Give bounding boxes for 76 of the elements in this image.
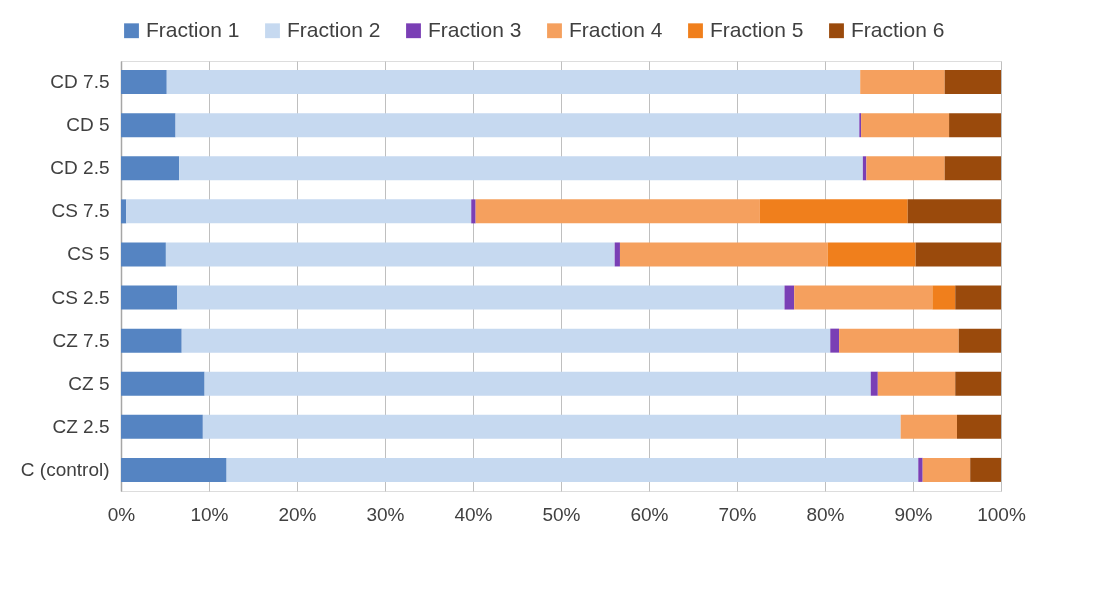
bar — [121, 156, 180, 181]
bar — [121, 414, 203, 439]
bar — [944, 156, 1001, 181]
bar — [877, 371, 956, 396]
x-tick-label: 100% — [977, 503, 1026, 525]
bar — [870, 371, 878, 396]
bar — [827, 242, 916, 267]
y-tick-label: CZ 7.5 — [52, 329, 110, 351]
bar — [944, 70, 1001, 95]
legend-label: Fraction 4 — [569, 17, 663, 41]
bar — [866, 156, 945, 181]
bar — [126, 199, 472, 224]
bar — [165, 242, 615, 267]
bar — [955, 371, 1001, 396]
bar — [121, 457, 227, 482]
y-tick-label: CD 5 — [66, 114, 110, 136]
y-tick-label: CD 7.5 — [50, 71, 110, 93]
x-tick-label: 50% — [542, 503, 581, 525]
bar — [475, 199, 760, 224]
x-tick-label: 40% — [454, 503, 493, 525]
y-tick-label: CZ 5 — [68, 372, 110, 394]
y-tick-label: CD 2.5 — [50, 157, 110, 179]
y-tick-label: C (control) — [20, 458, 110, 480]
y-tick-label: CZ 2.5 — [52, 415, 110, 437]
bar — [121, 199, 127, 224]
bar — [860, 70, 945, 95]
bar — [614, 242, 620, 267]
bar — [166, 70, 861, 95]
bar — [915, 242, 1001, 267]
bar — [759, 199, 908, 224]
bar — [204, 371, 871, 396]
bar — [177, 285, 785, 310]
bar — [121, 371, 205, 396]
legend-label: Fraction 5 — [710, 17, 804, 41]
bar — [121, 328, 182, 353]
y-tick-label: CS 7.5 — [51, 200, 110, 222]
bar — [202, 414, 901, 439]
bar — [175, 113, 860, 138]
bar — [181, 328, 831, 353]
y-tick-label: CS 2.5 — [51, 286, 110, 308]
bar — [784, 285, 795, 310]
bar — [958, 328, 1001, 353]
legend-label: Fraction 2 — [287, 17, 381, 41]
bar — [471, 199, 476, 224]
bar — [918, 457, 923, 482]
x-tick-label: 60% — [630, 503, 669, 525]
x-tick-label: 30% — [366, 503, 405, 525]
x-tick-label: 20% — [278, 503, 317, 525]
bar — [619, 242, 828, 267]
bar — [830, 328, 840, 353]
bar — [922, 457, 971, 482]
bar — [957, 414, 1001, 439]
bar — [121, 242, 166, 267]
y-tick-label: CS 5 — [67, 243, 110, 265]
bar — [794, 285, 933, 310]
bar — [179, 156, 863, 181]
x-tick-label: 90% — [894, 503, 933, 525]
legend-label: Fraction 6 — [851, 17, 945, 41]
bar — [226, 457, 919, 482]
bar — [861, 113, 950, 138]
bar — [955, 285, 1001, 310]
bar — [121, 113, 176, 138]
x-tick-label: 70% — [718, 503, 757, 525]
bar — [970, 457, 1001, 482]
x-tick-label: 0% — [107, 503, 136, 525]
bar — [121, 285, 178, 310]
bar — [839, 328, 959, 353]
bar — [932, 285, 956, 310]
bar — [907, 199, 1001, 224]
bar — [900, 414, 957, 439]
x-tick-label: 10% — [190, 503, 229, 525]
bar — [121, 70, 167, 95]
legend-label: Fraction 1 — [146, 17, 240, 41]
bar — [949, 113, 1001, 138]
legend-label: Fraction 3 — [428, 17, 522, 41]
x-tick-label: 80% — [806, 503, 845, 525]
